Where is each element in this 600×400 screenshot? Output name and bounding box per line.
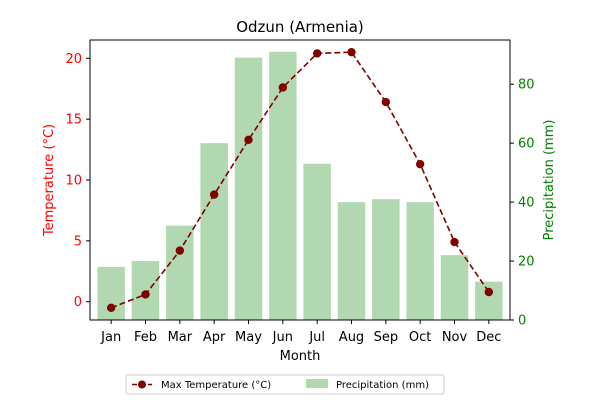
precipitation-bar	[475, 281, 503, 320]
precipitation-bar	[372, 199, 400, 320]
temperature-point	[244, 135, 253, 145]
left-tick-label: 20	[65, 52, 82, 67]
temperature-series-line	[110, 51, 490, 309]
right-tick-label: 80	[518, 78, 535, 93]
right-tick-label: 20	[518, 255, 535, 270]
x-axis-label: Month	[280, 349, 321, 364]
temperature-point	[381, 97, 391, 107]
precipitation-bar	[406, 202, 434, 320]
right-axis-label: Precipitation (mm)	[542, 120, 557, 241]
legend: Max Temperature (°C) Precipitation (mm)	[125, 374, 445, 395]
x-axis-ticks: Jan Feb Mar Apr May Jun Jul Aug Sep Oct Nov Dec	[100, 320, 501, 345]
temperature-point	[278, 83, 288, 92]
right-tick-label: 40	[518, 196, 535, 211]
x-tick-label: Aug	[339, 330, 364, 345]
precipitation-bar	[200, 143, 228, 320]
temperature-line	[106, 47, 494, 313]
temperature-point	[347, 47, 356, 57]
plot-frame	[89, 39, 511, 321]
legend-label-temperature: Max Temperature (°C)	[161, 380, 271, 391]
x-tick-label: Feb	[134, 330, 157, 345]
legend-label-precipitation: Precipitation (mm)	[336, 380, 429, 391]
temperature-point	[141, 290, 150, 299]
left-tick-label: 10	[65, 174, 82, 189]
left-axis-label: Temperature (°C)	[42, 124, 57, 237]
temperature-point	[450, 237, 459, 247]
temperature-point	[484, 287, 494, 297]
temperature-point	[312, 49, 322, 58]
legend-bar-swatch	[306, 379, 328, 388]
precipitation-bars	[97, 51, 503, 321]
right-tick-label: 60	[518, 137, 535, 152]
x-tick-label: Apr	[203, 330, 226, 345]
x-tick-label: Dec	[476, 330, 501, 345]
left-tick-label: 0	[74, 295, 82, 310]
left-tick-label: 15	[65, 113, 82, 128]
x-tick-label: Jul	[308, 330, 325, 345]
x-tick-label: May	[235, 330, 262, 345]
temperature-point	[175, 246, 185, 255]
x-tick-label: Mar	[168, 330, 193, 345]
x-tick-label: Jun	[272, 330, 293, 345]
x-tick-label: Oct	[409, 330, 431, 345]
precipitation-bar	[166, 225, 194, 320]
left-tick-label: 5	[74, 234, 82, 249]
precipitation-bar	[303, 163, 331, 320]
x-tick-label: Sep	[374, 330, 399, 345]
precipitation-bar	[234, 57, 263, 321]
temperature-point	[106, 303, 116, 313]
temperature-point	[209, 190, 219, 199]
right-axis-ticks: 0 20 40 60 80	[510, 78, 535, 329]
left-axis-ticks: 0 5 10 15 20	[65, 52, 90, 310]
chart-title: Odzun (Armenia)	[236, 18, 364, 36]
x-tick-label: Nov	[442, 330, 468, 345]
temperature-point	[415, 159, 425, 169]
precipitation-bar	[337, 202, 366, 320]
right-tick-label: 0	[518, 314, 526, 329]
precipitation-bar	[440, 255, 469, 320]
precipitation-bar	[269, 51, 297, 320]
legend-box	[125, 374, 445, 395]
precipitation-bar	[97, 266, 125, 320]
legend-line-marker	[138, 380, 146, 389]
x-tick-label: Jan	[100, 330, 121, 345]
